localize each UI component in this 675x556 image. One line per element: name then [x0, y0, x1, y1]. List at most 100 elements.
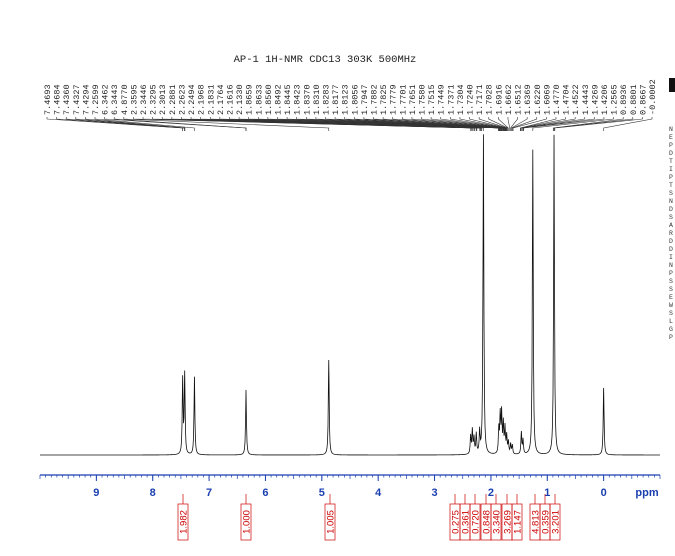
spectrum-trace [40, 134, 660, 456]
peak-label: 1.7580 [418, 84, 428, 115]
peak-label: 1.7651 [408, 84, 418, 115]
peak-leader [520, 117, 566, 131]
integral-label: 0.848 [482, 510, 493, 534]
peak-label: 1.7171 [475, 84, 485, 115]
peak-label: 1.7304 [456, 84, 466, 115]
peak-label: 1.6069 [542, 84, 552, 115]
peak-label: 1.4269 [590, 84, 600, 115]
peak-label: 1.8633 [254, 84, 264, 115]
peak-label: 7.4693 [43, 84, 53, 115]
peak-label: 0.8801 [629, 84, 639, 115]
peak-label: 2.2623 [177, 84, 187, 115]
peak-leader [392, 117, 504, 131]
integral-label: 0.361 [461, 510, 472, 534]
integral-label: 0.359 [541, 510, 552, 534]
peak-leader [94, 117, 195, 131]
peak-label: 1.4522 [571, 84, 581, 115]
peak-label: 1.7825 [379, 84, 389, 115]
integral-box [549, 503, 561, 541]
peak-label: 1.6916 [494, 84, 504, 115]
peak-label: 1.6662 [504, 84, 514, 115]
peak-label: 1.8659 [245, 84, 255, 115]
x-tick-label: 8 [150, 487, 156, 499]
x-tick-label: 1 [544, 487, 550, 499]
peak-label: 7.4294 [81, 84, 91, 115]
peak-leader [552, 117, 624, 131]
peak-label: 1.7701 [398, 84, 408, 115]
peak-label: 1.7028 [485, 84, 495, 115]
integral-label: 3.201 [551, 510, 562, 534]
integral-box [490, 503, 502, 541]
peak-leader [85, 117, 186, 131]
peak-leader [554, 117, 643, 131]
peak-leader [498, 117, 509, 131]
peak-label: 1.4770 [552, 84, 562, 115]
peak-label: 1.8423 [293, 84, 303, 115]
peak-label: 0.8936 [619, 84, 629, 115]
peak-leader [511, 117, 538, 131]
integral-label: 1.000 [242, 510, 253, 534]
peak-label: 1.8283 [321, 84, 331, 115]
peak-leader [450, 117, 507, 131]
peak-label: 7.4360 [62, 84, 72, 115]
peak-leader [521, 117, 586, 131]
integral-label: 4.813 [531, 510, 542, 534]
peak-label: 1.6220 [533, 84, 543, 115]
x-tick-label: 5 [319, 487, 325, 499]
peak-label: 4.8770 [120, 84, 130, 115]
peak-label: 2.1831 [206, 84, 216, 115]
peak-leader [238, 117, 484, 131]
peak-label: 2.3295 [149, 84, 159, 115]
x-tick-label: 0 [601, 487, 607, 499]
peak-leader [523, 117, 605, 131]
peak-label: 1.8177 [331, 84, 341, 115]
peak-label: 1.7882 [370, 84, 380, 115]
peak-label: 1.8492 [273, 84, 283, 115]
peak-leader [56, 117, 183, 131]
peak-leader [440, 117, 506, 131]
peak-label: 6.3443 [110, 84, 120, 115]
peak-label: 0.8667 [638, 84, 648, 115]
peak-label: 1.8560 [264, 84, 274, 115]
integral-box [324, 503, 336, 541]
peak-label: 2.1968 [197, 84, 207, 115]
x-tick-label: 9 [93, 487, 99, 499]
peak-label: -0.0002 [648, 79, 658, 115]
peak-leader [553, 117, 634, 131]
peak-label: 7.2599 [91, 84, 101, 115]
peak-leader [603, 117, 653, 131]
integral-label: 1.005 [326, 510, 337, 534]
peak-leader [459, 117, 507, 131]
peak-label: 1.4443 [581, 84, 591, 115]
peak-label: 1.7947 [360, 84, 370, 115]
integral-label: 1.982 [179, 510, 190, 534]
x-tick-label: 7 [206, 487, 212, 499]
x-tick-label: 6 [262, 487, 268, 499]
chart-title: AP-1 1H-NMR CDC13 303K 500MHz [234, 54, 417, 66]
peak-label: 1.6369 [523, 84, 533, 115]
peak-leader [521, 117, 576, 131]
peak-leader [430, 117, 506, 131]
peak-label: 7.4327 [72, 84, 82, 115]
peak-label: 1.4206 [600, 84, 610, 115]
x-tick-label: 2 [488, 487, 494, 499]
peak-label: 1.7515 [427, 84, 437, 115]
peak-label: 1.8370 [302, 84, 312, 115]
peak-label: 1.7449 [437, 84, 447, 115]
integral-label: 0.275 [451, 510, 462, 534]
integral-label: 1.147 [513, 510, 524, 534]
peak-label: 1.4704 [562, 84, 572, 115]
peak-label: 2.2494 [187, 84, 197, 115]
peak-label: 2.1764 [216, 84, 226, 115]
peak-label: 1.7240 [466, 84, 476, 115]
peak-leader [532, 117, 614, 131]
x-axis-label: ppm [635, 487, 658, 499]
peak-leader [344, 117, 502, 131]
peak-leader [522, 117, 595, 131]
x-tick-label: 4 [375, 487, 382, 499]
peak-leader [507, 117, 511, 131]
peak-label: 1.6512 [514, 84, 524, 115]
x-tick-label: 3 [431, 487, 437, 499]
peak-leader [510, 117, 518, 131]
